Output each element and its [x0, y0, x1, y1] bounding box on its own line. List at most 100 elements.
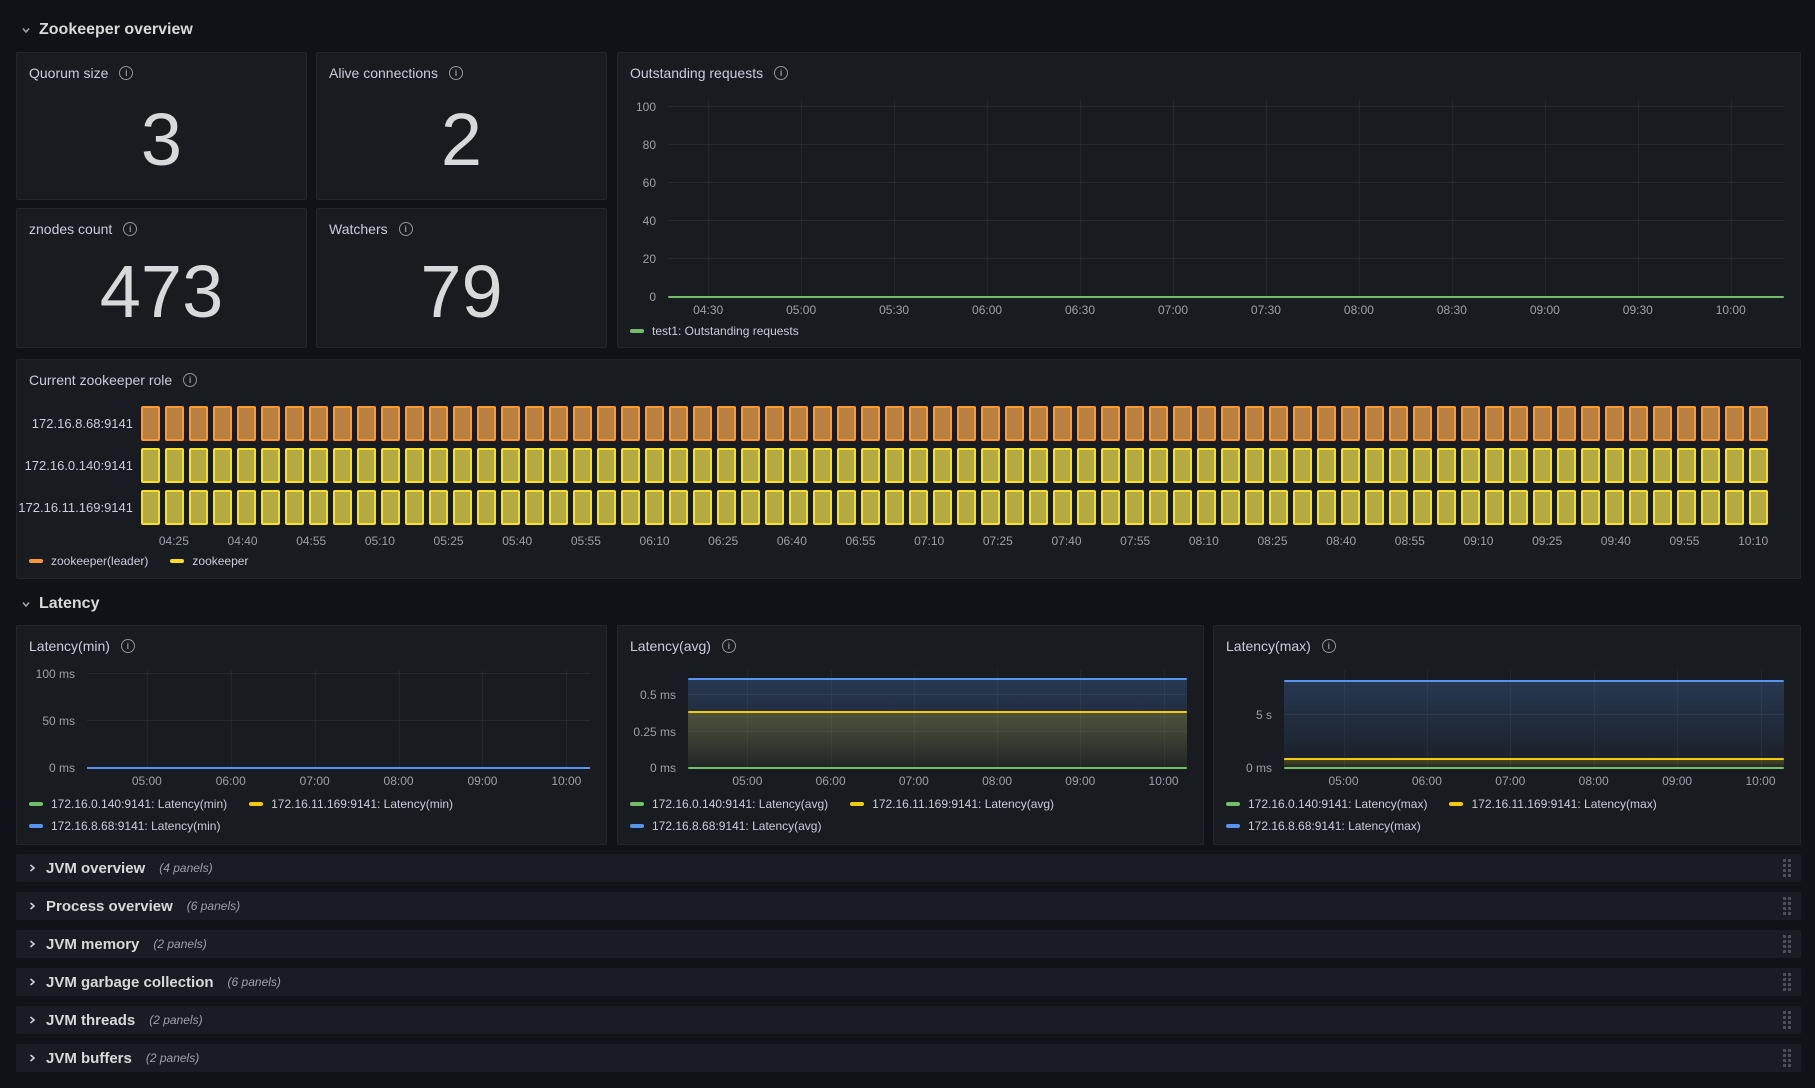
info-icon[interactable]: i	[721, 639, 736, 653]
panel-title: znodes count	[29, 221, 113, 237]
state-bar	[1005, 490, 1024, 525]
state-timeline[interactable]: 172.16.8.68:9141 172.16.0.140:9141 172.16.…	[18, 406, 1786, 532]
legend-item[interactable]: 172.16.11.169:9141: Latency(max)	[1449, 796, 1657, 811]
grid-line	[1593, 670, 1595, 768]
state-bar	[885, 448, 904, 483]
drag-handle-icon[interactable]	[1783, 1011, 1791, 1029]
state-bar	[1461, 406, 1480, 441]
stat-value: 3	[140, 97, 183, 181]
x-tick-label: 05:00	[131, 774, 162, 788]
state-bar	[1485, 448, 1504, 483]
x-tick-label: 04:25	[158, 534, 189, 548]
info-icon[interactable]: i	[774, 66, 789, 80]
row-jvm-threads[interactable]: JVM threads (2 panels)	[16, 1006, 1801, 1034]
drag-handle-icon[interactable]	[1783, 1049, 1791, 1067]
state-bar	[1149, 406, 1168, 441]
info-icon[interactable]: i	[123, 222, 138, 236]
legend-label: 172.16.8.68:9141: Latency(avg)	[652, 818, 822, 833]
x-tick-label: 06:55	[845, 534, 876, 548]
row-process-overview[interactable]: Process overview (6 panels)	[16, 892, 1801, 920]
row-panel-count: (6 panels)	[186, 899, 241, 913]
grid-line	[747, 670, 749, 768]
x-axis: 05:00 06:00 07:00 08:00 09:00 10:00	[87, 774, 590, 790]
x-tick-label: 09:10	[1463, 534, 1494, 548]
legend-item[interactable]: 172.16.0.140:9141: Latency(min)	[29, 796, 227, 811]
state-bar	[1245, 490, 1264, 525]
series-line	[87, 767, 590, 769]
x-tick-label: 07:00	[898, 774, 929, 788]
state-bar	[1533, 406, 1552, 441]
state-bar	[861, 490, 880, 525]
legend-item[interactable]: 172.16.11.169:9141: Latency(avg)	[850, 796, 1054, 811]
drag-handle-icon[interactable]	[1783, 859, 1791, 877]
row-jvm-garbage-collection[interactable]: JVM garbage collection (6 panels)	[16, 968, 1801, 996]
legend-item[interactable]: zookeeper	[170, 553, 248, 568]
x-tick-label: 05:00	[732, 774, 763, 788]
legend-label: test1: Outstanding requests	[652, 323, 799, 338]
info-icon[interactable]: i	[119, 66, 134, 80]
state-bar	[1317, 490, 1336, 525]
legend-item[interactable]: zookeeper(leader)	[29, 553, 148, 568]
chart-plot[interactable]	[688, 670, 1187, 769]
grid-line	[146, 670, 148, 768]
row-title: JVM buffers	[46, 1049, 132, 1067]
drag-handle-icon[interactable]	[1783, 897, 1791, 915]
state-bar	[597, 406, 616, 441]
legend-label: zookeeper(leader)	[51, 553, 149, 568]
drag-handle-icon[interactable]	[1783, 973, 1791, 991]
chart-legend: test1: Outstanding requests	[630, 323, 1788, 338]
x-tick-label: 08:40	[1326, 534, 1357, 548]
state-bar	[1341, 406, 1360, 441]
state-bar	[1701, 448, 1720, 483]
row-jvm-buffers[interactable]: JVM buffers (2 panels)	[16, 1044, 1801, 1072]
chart-plot[interactable]	[668, 99, 1784, 298]
grid-line	[997, 670, 999, 768]
grid-line	[668, 143, 1784, 145]
state-bar	[741, 448, 760, 483]
legend-item[interactable]: 172.16.11.169:9141: Latency(min)	[249, 796, 453, 811]
x-tick-label: 08:10	[1188, 534, 1219, 548]
legend-item[interactable]: 172.16.0.140:9141: Latency(max)	[1226, 796, 1427, 811]
x-tick-label: 06:00	[215, 774, 246, 788]
chevron-right-icon	[29, 864, 36, 872]
state-bar	[1269, 406, 1288, 441]
x-tick-label: 07:10	[914, 534, 945, 548]
state-bar	[381, 406, 400, 441]
state-bar	[597, 490, 616, 525]
info-icon[interactable]: i	[448, 66, 463, 80]
legend-item[interactable]: test1: Outstanding requests	[630, 323, 799, 338]
section-header-latency[interactable]: Latency	[20, 592, 99, 616]
row-title: Process overview	[46, 897, 173, 915]
info-icon[interactable]: i	[183, 373, 198, 387]
info-icon[interactable]: i	[398, 222, 413, 236]
chart-plot[interactable]	[87, 670, 590, 769]
row-panel-count: (2 panels)	[145, 1051, 200, 1065]
row-jvm-memory[interactable]: JVM memory (2 panels)	[16, 930, 1801, 958]
info-icon[interactable]: i	[1321, 639, 1336, 653]
row-title: JVM garbage collection	[46, 973, 214, 991]
x-tick-label: 06:30	[1065, 303, 1096, 317]
state-bar	[1749, 448, 1768, 483]
legend-item[interactable]: 172.16.0.140:9141: Latency(avg)	[630, 796, 828, 811]
state-bar	[933, 448, 952, 483]
legend-item[interactable]: 172.16.8.68:9141: Latency(min)	[29, 818, 220, 833]
legend-swatch	[850, 801, 865, 806]
x-tick-label: 08:25	[1257, 534, 1288, 548]
chart-plot[interactable]	[1284, 670, 1784, 769]
info-icon[interactable]: i	[120, 639, 135, 653]
legend-item[interactable]: 172.16.8.68:9141: Latency(max)	[1226, 818, 1421, 833]
drag-handle-icon[interactable]	[1783, 935, 1791, 953]
state-bar	[1461, 490, 1480, 525]
section-header-zookeeper-overview[interactable]: Zookeeper overview	[20, 18, 193, 42]
y-tick-label: 80	[642, 137, 656, 152]
panel-outstanding-requests: Outstanding requests i 100 80 60 40 20 0 04:30…	[617, 52, 1801, 348]
state-bar	[501, 448, 520, 483]
legend-item[interactable]: 172.16.8.68:9141: Latency(avg)	[630, 818, 821, 833]
row-jvm-overview[interactable]: JVM overview (4 panels)	[16, 854, 1801, 882]
row-panel-count: (6 panels)	[227, 975, 281, 989]
state-bar	[381, 490, 400, 525]
y-tick-label: 0	[649, 290, 656, 304]
state-bar	[789, 406, 808, 441]
x-tick-label: 04:55	[296, 534, 327, 548]
y-tick-label: 100	[635, 99, 656, 114]
